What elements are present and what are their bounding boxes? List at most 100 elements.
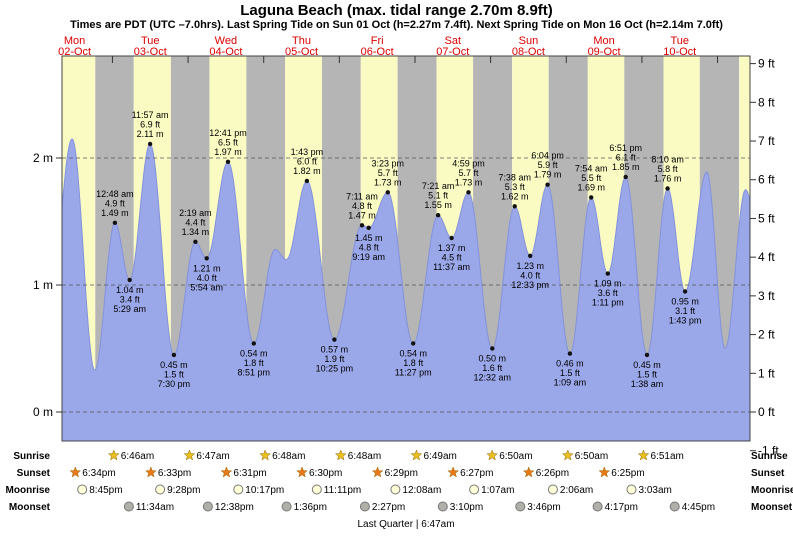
tide-annotation: 0.95 m 3.1 ft 1:43 pm [669, 296, 702, 325]
moonset-icon [515, 501, 526, 512]
moonrise-time: 3:03am [639, 485, 672, 496]
tide-annotation-line: 8:51 pm [238, 367, 271, 377]
moonset-time: 4:17pm [605, 502, 638, 513]
tide-annotation-line: 3.6 ft [598, 288, 619, 298]
day-weekday-label: Sat [445, 35, 462, 47]
moon-phase-label: Last Quarter | 6:47am [357, 519, 454, 530]
moonset-icon [281, 501, 292, 512]
tide-annotation: 1.09 m 3.6 ft 1:11 pm [592, 279, 624, 308]
astro-row-label-right: Moonrise [751, 485, 793, 496]
tide-extreme-dot [112, 220, 118, 225]
tide-annotation-line: 1.62 m [501, 191, 529, 201]
tide-annotation-line: 1.04 m [116, 285, 144, 295]
tide-extreme-dot [332, 337, 337, 342]
astro-row-label-left: Sunrise [13, 451, 50, 462]
tide-annotation-line: 3:23 pm [372, 158, 405, 168]
tide-annotation-line: 5:54 am [190, 282, 223, 292]
sunrise-icon [486, 449, 499, 461]
moonset-time: 11:34am [136, 502, 174, 513]
tide-annotation-line: 4.0 ft [520, 270, 541, 280]
astro-row-label-left: Sunset [17, 468, 51, 479]
moonrise-time: 10:17pm [245, 485, 284, 496]
tide-annotation-line: 1.5 ft [637, 369, 658, 379]
tide-annotation: 0.45 m 1.5 ft 1:38 am [631, 360, 664, 389]
day-date-label: 09-Oct [588, 46, 621, 58]
astro-row-label-left: Moonrise [6, 485, 51, 496]
tide-annotation-line: 0.57 m [321, 345, 349, 355]
sunset-icon [522, 466, 535, 478]
day-date-label: 07-Oct [436, 46, 469, 58]
ft-axis-label: 7 ft [758, 134, 775, 148]
day-weekday-label: Tue [141, 35, 160, 47]
tide-annotation: 1:43 pm 6.0 ft 1.82 m [291, 147, 324, 176]
tide-extreme-dot [589, 195, 594, 200]
tide-annotation-line: 8:10 am [651, 155, 684, 165]
ft-axis-label: 9 ft [758, 57, 775, 71]
tide-extreme-dot [665, 186, 670, 191]
sunrise-icon [183, 449, 196, 461]
moonset-time: 4:45pm [682, 502, 715, 513]
tide-annotation-line: 1:38 am [631, 379, 664, 389]
tide-extreme-dot [528, 253, 533, 258]
moonrise-time: 2:06am [560, 485, 593, 496]
day-weekday-label: Mon [64, 35, 85, 47]
sunrise-icon [334, 449, 347, 461]
moonset-time: 1:36pm [294, 502, 327, 513]
tide-annotation-line: 7:21 am [422, 181, 455, 191]
tide-annotation-line: 6.5 ft [218, 137, 239, 147]
tide-annotation-line: 11:57 am [132, 110, 169, 120]
tide-annotation-line: 2.11 m [137, 129, 164, 139]
sunrise-icon [561, 449, 574, 461]
sunset-time: 6:27pm [460, 468, 493, 479]
tide-annotation: 11:57 am 6.9 ft 2.11 m [132, 110, 169, 139]
tide-annotation-line: 1.09 m [594, 279, 622, 289]
tide-extreme-dot [545, 182, 550, 187]
moonset-time: 3:10pm [450, 502, 483, 513]
tide-annotation-line: 12:41 pm [209, 128, 247, 138]
sunrise-icon [637, 449, 650, 461]
moonrise-icon [626, 484, 637, 495]
tide-annotation-line: 1.6 ft [482, 363, 503, 373]
chart-subtitle: Times are PDT (UTC –7.0hrs). Last Spring… [70, 19, 723, 31]
m-axis-label: 2 m [33, 151, 53, 165]
tide-annotation-line: 4.4 ft [185, 217, 206, 227]
tide-annotation: 12:41 pm 6.5 ft 1.97 m [209, 128, 247, 157]
moonrise-icon [469, 484, 480, 495]
moonset-icon [669, 501, 680, 512]
tide-annotation: 0.54 m 1.8 ft 11:27 pm [395, 348, 432, 377]
tide-annotation-line: 5.1 ft [428, 191, 449, 201]
tide-annotation: 0.54 m 1.8 ft 8:51 pm [238, 348, 271, 377]
tide-annotation-line: 12:33 pm [511, 280, 549, 290]
tide-annotation-line: 1.5 ft [560, 368, 581, 378]
tide-annotation-line: 5.7 ft [458, 168, 479, 178]
moonrise-icon [77, 484, 88, 495]
tide-annotation: 1.23 m 4.0 ft 12:33 pm [511, 261, 549, 290]
moonrise-time: 8:45pm [89, 485, 122, 496]
tide-annotation-line: 9:19 am [352, 252, 385, 262]
tide-annotation: 1.21 m 4.0 ft 5:54 am [190, 263, 223, 292]
tide-extreme-dot [490, 346, 495, 351]
tide-annotation-line: 0.46 m [556, 359, 584, 369]
tide-annotation-line: 3.1 ft [675, 306, 696, 316]
tide-annotation: 0.45 m 1.5 ft 7:30 pm [158, 360, 191, 389]
tide-annotation-line: 5:29 am [113, 304, 146, 314]
moonrise-icon [311, 484, 322, 495]
tide-annotation: 0.50 m 1.6 ft 12:32 am [474, 354, 512, 383]
moonrise-time: 12:08am [402, 485, 441, 496]
day-weekday-label: Mon [593, 35, 614, 47]
tide-annotation-line: 6.0 ft [297, 156, 318, 166]
tide-extreme-dot [359, 223, 365, 228]
astro-row-label-right: Sunset [751, 468, 785, 479]
tide-annotation: 0.46 m 1.5 ft 1:09 am [554, 359, 587, 388]
tide-annotation-line: 1:09 am [554, 378, 587, 388]
tide-annotation-line: 7:11 am [346, 191, 378, 201]
day-date-label: 05-Oct [285, 46, 318, 58]
tide-annotation: 6:04 pm 5.9 ft 1.79 m [531, 151, 564, 180]
tide-annotation: 0.57 m 1.9 ft 10:25 pm [316, 345, 354, 374]
tide-annotation: 6:51 pm 6.1 ft 1.85 m [609, 143, 642, 172]
tide-annotation-line: 11:37 am [433, 262, 470, 272]
sunrise-time: 6:46am [121, 451, 154, 462]
sunrise-time: 6:50am [499, 451, 532, 462]
tide-annotation-line: 0.54 m [399, 348, 427, 358]
tide-extreme-dot [512, 204, 517, 209]
